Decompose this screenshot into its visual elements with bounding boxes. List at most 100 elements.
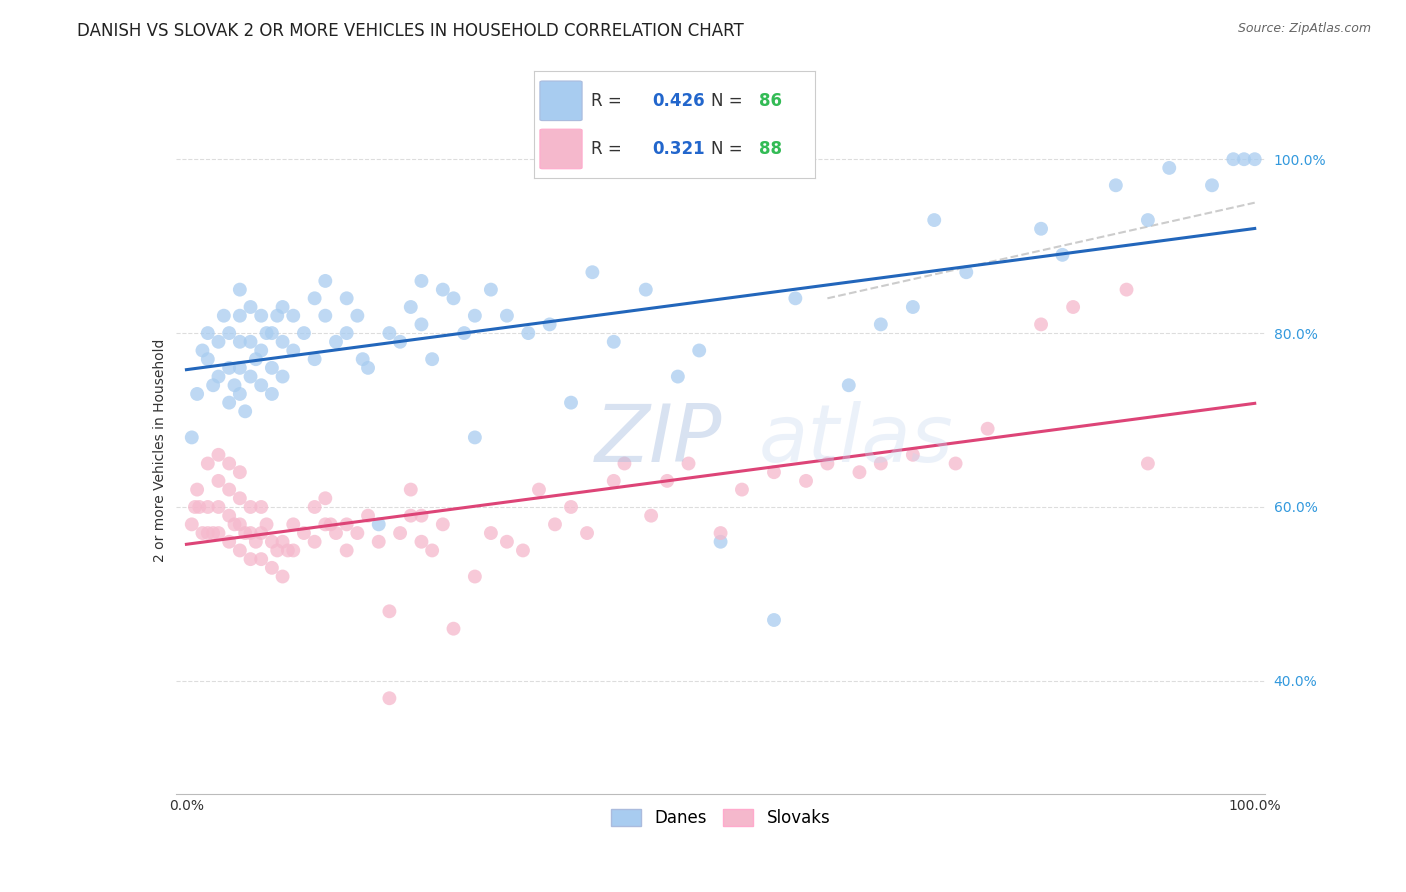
- Point: [283, 543, 305, 558]
- Point: [180, 517, 202, 532]
- Point: [603, 334, 626, 349]
- Point: [202, 378, 225, 392]
- Point: [260, 326, 283, 340]
- Point: [229, 491, 252, 506]
- Point: [378, 326, 401, 340]
- Point: [336, 543, 359, 558]
- Point: [411, 318, 433, 332]
- Point: [838, 378, 860, 392]
- Point: [212, 309, 235, 323]
- Point: [678, 457, 700, 471]
- Point: [229, 387, 252, 401]
- Point: [229, 517, 252, 532]
- Point: [207, 334, 229, 349]
- Point: [314, 517, 336, 532]
- Point: [197, 500, 219, 514]
- Point: [271, 569, 294, 583]
- Point: [239, 369, 262, 384]
- Point: [496, 309, 519, 323]
- Point: [560, 500, 582, 514]
- Point: [186, 387, 208, 401]
- Y-axis label: 2 or more Vehicles in Household: 2 or more Vehicles in Household: [153, 339, 167, 562]
- Point: [517, 326, 540, 340]
- Point: [277, 543, 299, 558]
- Point: [304, 352, 326, 367]
- Point: [613, 457, 636, 471]
- Point: [218, 360, 240, 375]
- Point: [224, 517, 246, 532]
- Point: [955, 265, 977, 279]
- Point: [1029, 221, 1052, 235]
- Point: [207, 448, 229, 462]
- Point: [1115, 283, 1137, 297]
- Point: [229, 283, 252, 297]
- Text: 86: 86: [759, 92, 782, 110]
- Point: [325, 526, 347, 541]
- Point: [218, 326, 240, 340]
- Point: [1201, 178, 1223, 193]
- Point: [411, 534, 433, 549]
- Point: [848, 465, 870, 479]
- Point: [283, 343, 305, 358]
- Point: [378, 691, 401, 706]
- Text: N =: N =: [711, 140, 748, 158]
- Point: [239, 552, 262, 566]
- Text: ZIP: ZIP: [595, 401, 723, 479]
- Text: atlas: atlas: [759, 401, 953, 479]
- Text: 0.426: 0.426: [652, 92, 704, 110]
- Point: [1105, 178, 1128, 193]
- Point: [464, 309, 486, 323]
- Point: [443, 622, 465, 636]
- Point: [411, 274, 433, 288]
- Point: [666, 369, 689, 384]
- Point: [266, 309, 288, 323]
- Point: [869, 457, 891, 471]
- Point: [239, 500, 262, 514]
- Point: [901, 300, 924, 314]
- Point: [256, 326, 278, 340]
- Point: [710, 534, 733, 549]
- Point: [544, 517, 567, 532]
- Point: [292, 526, 315, 541]
- Point: [688, 343, 710, 358]
- Text: 0.321: 0.321: [652, 140, 704, 158]
- Point: [731, 483, 754, 497]
- Point: [207, 474, 229, 488]
- Point: [319, 517, 342, 532]
- Point: [945, 457, 967, 471]
- Point: [207, 369, 229, 384]
- Point: [420, 352, 443, 367]
- Point: [1222, 152, 1244, 166]
- Point: [399, 508, 422, 523]
- Point: [1243, 152, 1265, 166]
- Point: [256, 517, 278, 532]
- Point: [239, 526, 262, 541]
- Point: [188, 500, 211, 514]
- Point: [576, 526, 599, 541]
- Point: [1052, 248, 1074, 262]
- Point: [260, 534, 283, 549]
- Point: [357, 508, 380, 523]
- Point: [283, 517, 305, 532]
- Point: [762, 613, 785, 627]
- Point: [443, 291, 465, 305]
- Point: [657, 474, 679, 488]
- Point: [357, 360, 380, 375]
- Point: [464, 430, 486, 444]
- Point: [197, 526, 219, 541]
- Point: [250, 526, 273, 541]
- Point: [512, 543, 534, 558]
- Point: [224, 378, 246, 392]
- Point: [710, 526, 733, 541]
- Point: [367, 517, 389, 532]
- Point: [197, 326, 219, 340]
- Point: [314, 491, 336, 506]
- Point: [250, 500, 273, 514]
- Point: [453, 326, 475, 340]
- Point: [218, 508, 240, 523]
- Point: [191, 526, 214, 541]
- Point: [207, 526, 229, 541]
- Point: [1136, 457, 1159, 471]
- Point: [785, 291, 807, 305]
- Point: [260, 360, 283, 375]
